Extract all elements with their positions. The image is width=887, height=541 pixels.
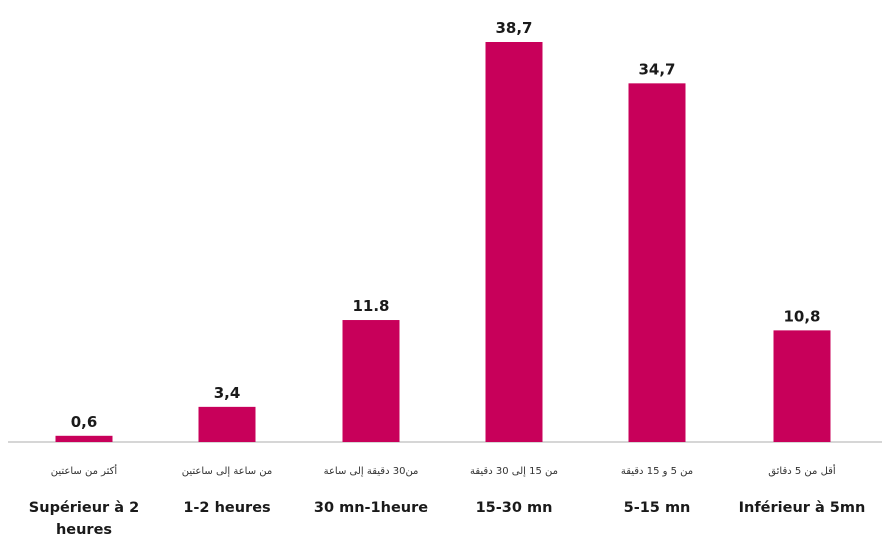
- category-label-fr-3: 30 mn-1heure: [314, 500, 428, 516]
- category-label-fr-5: 5-15 mn: [624, 500, 691, 516]
- bar-4: [485, 42, 543, 442]
- category-label-ar-1: أكثر من ساعتين: [51, 464, 118, 477]
- value-label-5: 34,7: [638, 60, 675, 78]
- category-label-ar-5: من 5 و 15 دقيقة: [621, 466, 693, 477]
- category-label-fr-4: 15-30 mn: [476, 500, 553, 516]
- value-labels-group: 0,6 3,4 11.8 38,7 34,7 10,8: [71, 19, 821, 431]
- arabic-category-labels-group: أكثر من ساعتين من ساعة إلى ساعتين من30 دقي…: [51, 464, 836, 477]
- category-label-ar-4: من 15 إلى 30 دقيقة: [470, 466, 558, 477]
- bar-2: [198, 406, 256, 442]
- category-label-fr-6: Inférieur à 5mn: [739, 500, 866, 516]
- french-category-labels-group: Supérieur à 2 heures 1-2 heures 30 mn-1heur…: [29, 500, 866, 538]
- value-label-2: 3,4: [214, 384, 241, 402]
- category-label-ar-6: أقل من 5 دقائق: [768, 464, 836, 477]
- category-label-ar-2: من ساعة إلى ساعتين: [182, 466, 272, 477]
- bar-5: [628, 83, 686, 443]
- value-label-3: 11.8: [352, 297, 389, 315]
- bar-6: [773, 330, 831, 442]
- category-label-fr-1: Supérieur à 2 heures: [29, 500, 139, 538]
- value-label-1: 0,6: [71, 413, 98, 431]
- value-label-4: 38,7: [495, 19, 532, 37]
- bar-3: [342, 320, 400, 442]
- category-label-fr-2: 1-2 heures: [183, 500, 270, 516]
- category-label-ar-3: من30 دقيقة إلى ساعة: [324, 466, 419, 477]
- bar-1: [55, 435, 113, 442]
- bars-group: [55, 42, 831, 443]
- value-label-6: 10,8: [783, 307, 820, 325]
